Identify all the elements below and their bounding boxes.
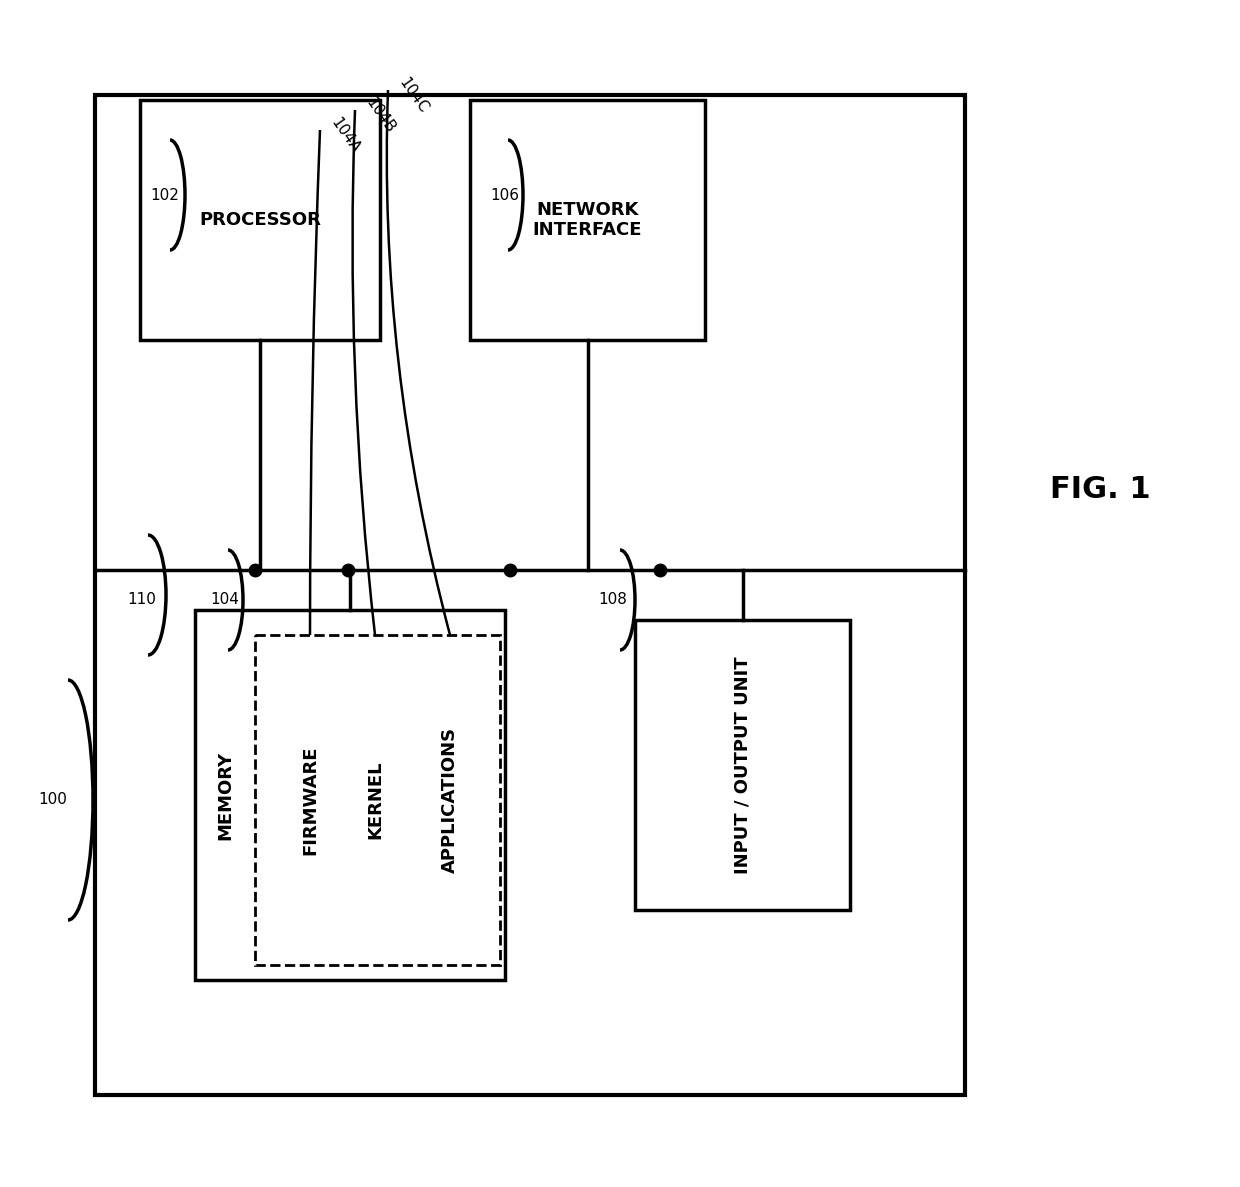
Text: 104B: 104B xyxy=(363,95,398,135)
Bar xyxy=(470,100,706,339)
Bar xyxy=(255,635,500,965)
Bar xyxy=(195,610,505,980)
Text: PROCESSOR: PROCESSOR xyxy=(200,211,321,229)
Text: 110: 110 xyxy=(126,592,156,608)
Text: 102: 102 xyxy=(150,188,179,203)
Text: 104: 104 xyxy=(210,592,239,608)
Bar xyxy=(95,95,965,1094)
Text: 106: 106 xyxy=(490,188,520,203)
Text: 108: 108 xyxy=(598,592,627,608)
Text: FIRMWARE: FIRMWARE xyxy=(301,745,319,855)
Text: FIG. 1: FIG. 1 xyxy=(1050,476,1151,504)
Text: NETWORK
INTERFACE: NETWORK INTERFACE xyxy=(533,201,642,240)
Text: 100: 100 xyxy=(38,793,67,807)
Text: INPUT / OUTPUT UNIT: INPUT / OUTPUT UNIT xyxy=(734,656,751,874)
Text: KERNEL: KERNEL xyxy=(366,761,384,839)
Text: MEMORY: MEMORY xyxy=(216,750,234,839)
Text: APPLICATIONS: APPLICATIONS xyxy=(441,726,459,874)
Text: 104C: 104C xyxy=(396,75,432,116)
Bar xyxy=(635,620,849,910)
Text: 104A: 104A xyxy=(329,115,363,155)
Bar xyxy=(140,100,379,339)
